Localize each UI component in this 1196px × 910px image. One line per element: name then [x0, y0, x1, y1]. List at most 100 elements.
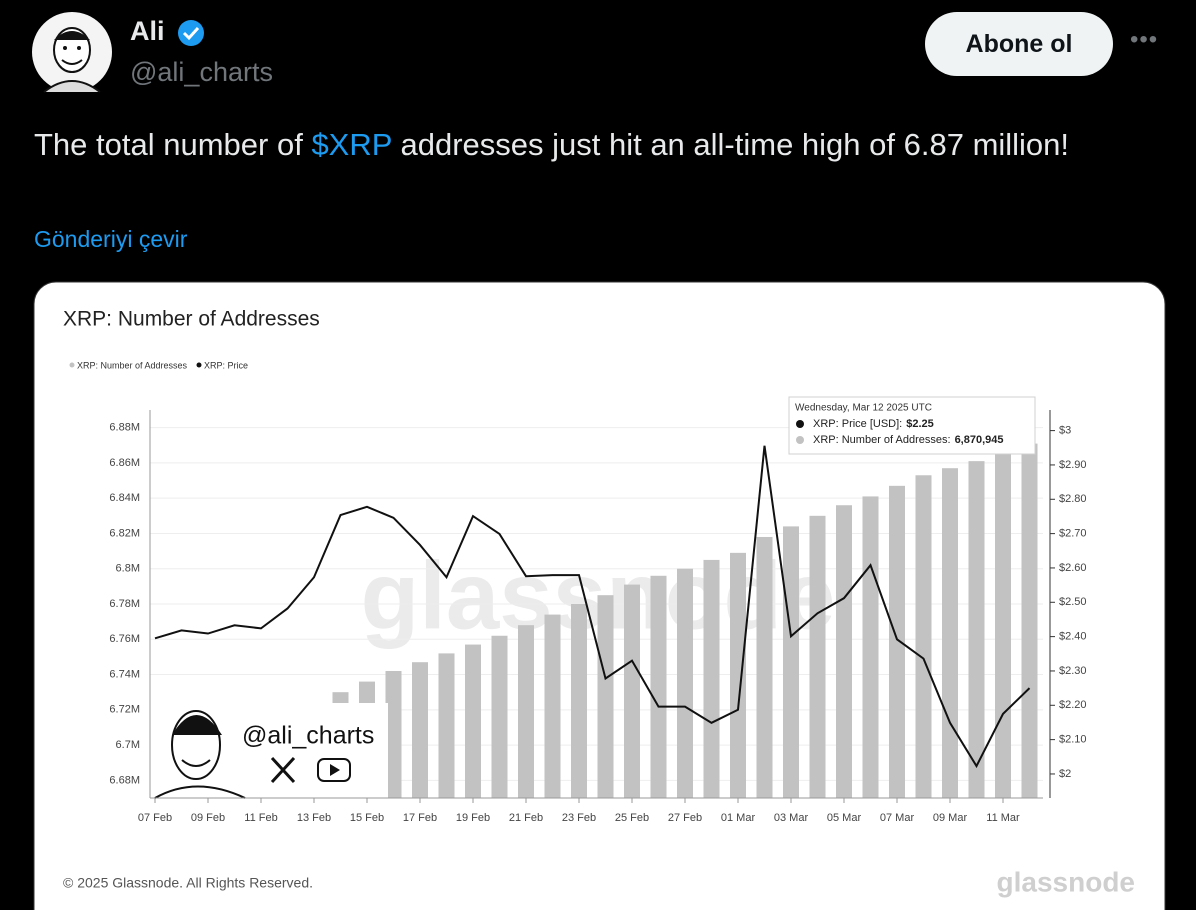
x-tick-label: 07 Feb	[138, 812, 172, 824]
bar	[995, 452, 1011, 798]
y2-tick-label: $2.40	[1059, 631, 1087, 643]
y2-tick-label: $2.90	[1059, 459, 1087, 471]
legend-marker	[196, 362, 202, 368]
avatar	[32, 12, 112, 93]
x-tick-label: 27 Feb	[668, 812, 702, 824]
cashtag[interactable]: $XRP	[311, 127, 392, 162]
tooltip-box	[788, 396, 1036, 455]
legend-label: XRP: Price	[204, 360, 248, 370]
follow-button[interactable]: Abone ol	[925, 12, 1113, 76]
x-tick-label: 21 Feb	[509, 812, 543, 824]
overlay-shoulders	[154, 785, 246, 799]
x-tick-label: 17 Feb	[403, 812, 437, 824]
bar	[756, 536, 773, 798]
bar	[809, 515, 826, 798]
bar	[968, 461, 985, 798]
tooltip-price: XRP: Price [USD]: $2.25	[813, 418, 934, 430]
bar	[942, 468, 958, 798]
x-tick-label: 05 Mar	[827, 812, 862, 824]
legend-label: XRP: Number of Addresses	[77, 360, 188, 370]
bar	[438, 653, 455, 798]
y2-tick-label: $2.60	[1059, 562, 1087, 574]
y2-tick-label: $2.20	[1059, 699, 1087, 711]
overlay-smile	[181, 759, 211, 767]
x-icon	[270, 756, 296, 784]
x-tick-label: 09 Feb	[191, 812, 225, 824]
y2-tick-label: $2	[1059, 768, 1071, 780]
x-tick-label: 15 Feb	[350, 812, 384, 824]
bar	[465, 644, 481, 798]
y2-tick-label: $2.70	[1059, 528, 1087, 540]
bar	[836, 505, 852, 798]
bar	[650, 575, 667, 798]
x-tick-label: 11 Mar	[986, 812, 1020, 824]
bar	[571, 604, 587, 798]
footer: © 2025 Glassnode. All Rights Reserved.	[63, 875, 313, 891]
y-tick-label: 6.78M	[109, 598, 140, 610]
more-menu[interactable]: •••	[1130, 26, 1159, 53]
tooltip-marker	[796, 436, 804, 444]
x-tick-label: 19 Feb	[456, 812, 490, 824]
x-tick-label: 03 Mar	[774, 812, 809, 824]
bar	[412, 662, 428, 798]
text-part: The total number of	[34, 127, 312, 162]
bar	[491, 635, 508, 798]
y-tick-label: 6.88M	[109, 422, 140, 434]
y-tick-label: 6.72M	[109, 704, 140, 716]
bar	[624, 584, 640, 798]
tooltip-label: XRP: Number of Addresses:	[813, 434, 951, 446]
x-tick-label: 23 Feb	[562, 812, 596, 824]
y-tick-label: 6.74M	[109, 668, 140, 680]
overlay-handle: @ali_charts	[242, 722, 374, 750]
bar	[703, 559, 720, 798]
tooltip: Wednesday, Mar 12 2025 UTC XRP: Price [US…	[788, 396, 1036, 455]
tooltip-marker	[796, 420, 804, 428]
x-tick-label: 11 Feb	[244, 812, 277, 824]
text-part: addresses just hit an all-time high of 6…	[391, 127, 1070, 162]
y-tick-label: 6.84M	[109, 492, 140, 504]
bar	[730, 552, 746, 798]
y2-tick-label: $2.10	[1059, 734, 1087, 746]
y-tick-label: 6.76M	[109, 633, 140, 645]
y2-tick-label: $2.80	[1059, 493, 1087, 505]
play-icon	[330, 764, 340, 776]
x-tick-label: 25 Feb	[615, 812, 649, 824]
bar	[597, 595, 614, 798]
author-name: Ali	[130, 16, 165, 46]
tooltip-value: $2.25	[906, 418, 934, 430]
plot: XRP: Number of Addresses XRP: Price glassn…	[63, 360, 1135, 897]
tooltip-value: 6,870,945	[955, 434, 1004, 446]
y2-tick-label: $3	[1059, 425, 1071, 437]
legend-marker	[69, 362, 75, 368]
bar	[783, 526, 799, 798]
author-handle: @ali_charts	[130, 57, 273, 87]
bar	[544, 614, 561, 798]
y2-tick-label: $2.50	[1059, 596, 1087, 608]
y2-tick-label: $2.30	[1059, 665, 1087, 677]
tooltip-date: Wednesday, Mar 12 2025 UTC	[795, 403, 932, 414]
x-tick-label: 01 Mar	[721, 812, 756, 824]
overlay-avatar	[154, 710, 246, 799]
tooltip-label: XRP: Price [USD]:	[813, 418, 902, 430]
bar	[385, 671, 402, 798]
translate-link[interactable]: Gönderiyi çevir	[34, 226, 188, 252]
tweet-text: The total number of $XRP addresses just …	[34, 121, 1109, 168]
bar	[1021, 443, 1038, 798]
bar	[862, 496, 879, 798]
y-tick-label: 6.82M	[109, 527, 140, 539]
bar	[518, 625, 534, 798]
x-tick-label: 07 Mar	[880, 812, 915, 824]
youtube-icon	[317, 758, 351, 782]
chart-title: XRP: Number of Addresses	[63, 308, 320, 331]
y-tick-label: 6.7M	[116, 739, 140, 751]
x-tick-label: 09 Mar	[933, 812, 968, 824]
x-tick-label: 13 Feb	[297, 812, 331, 824]
bar	[677, 568, 693, 798]
bar	[915, 475, 932, 798]
verified-badge	[178, 20, 204, 46]
y-tick-label: 6.68M	[109, 774, 140, 786]
price-line	[154, 445, 1031, 769]
bar	[889, 485, 905, 798]
